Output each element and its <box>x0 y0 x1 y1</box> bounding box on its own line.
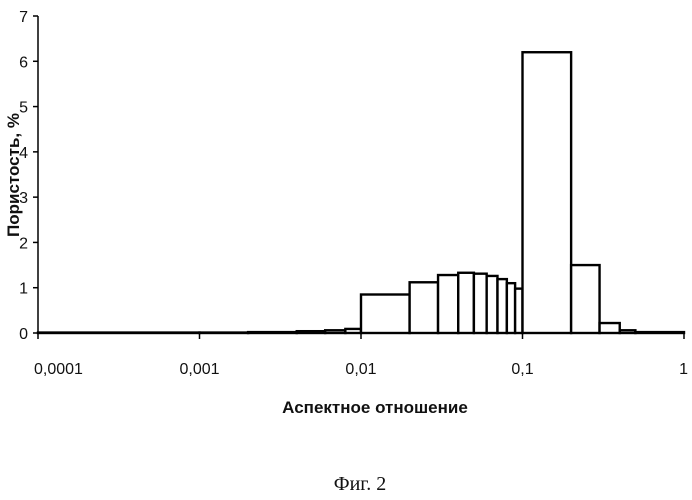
bar-9 <box>458 273 474 333</box>
x-axis-title: Аспектное отношение <box>282 398 468 417</box>
y-tick-label: 2 <box>19 235 28 252</box>
bar-12 <box>497 279 506 333</box>
bar-6 <box>361 295 410 333</box>
x-tick-label: 1 <box>679 361 688 378</box>
x-tick-label: 0,0001 <box>34 361 83 378</box>
bars-layer <box>38 52 684 333</box>
figure-caption: Фиг. 2 <box>334 473 386 495</box>
bar-11 <box>487 276 498 333</box>
bar-15 <box>523 52 572 333</box>
y-tick-label: 0 <box>19 326 28 343</box>
x-tick-label: 0,01 <box>345 361 376 378</box>
x-tick-label: 0,1 <box>511 361 533 378</box>
bar-16 <box>571 265 599 333</box>
bar-8 <box>438 275 458 333</box>
y-tick-label: 6 <box>19 54 28 71</box>
y-axis-title: Пористость, % <box>4 113 23 237</box>
bar-10 <box>474 274 487 333</box>
y-tick-label: 7 <box>19 9 28 26</box>
x-tick-label: 0,001 <box>179 361 219 378</box>
bar-17 <box>600 323 620 333</box>
bar-7 <box>410 282 438 333</box>
y-tick-label: 1 <box>19 281 28 298</box>
bar-13 <box>507 283 515 333</box>
